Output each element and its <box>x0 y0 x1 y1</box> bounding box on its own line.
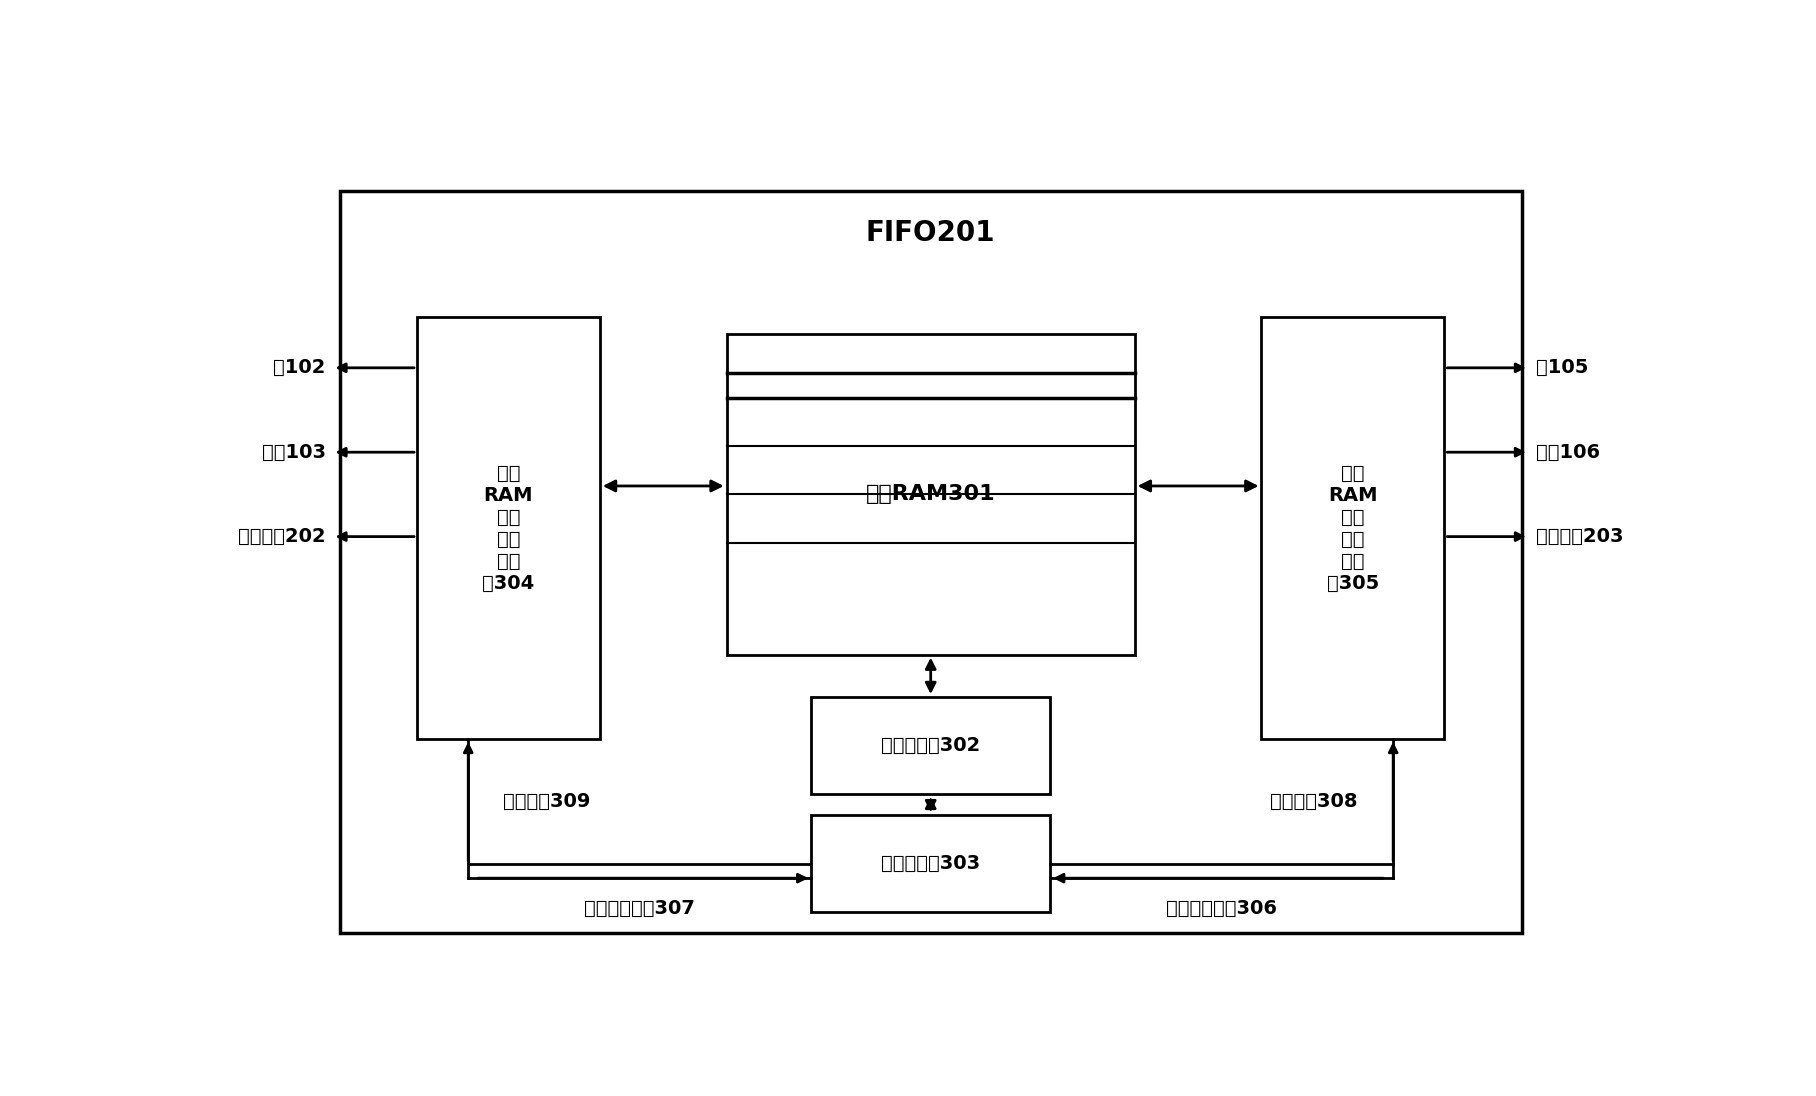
Bar <box>340 191 1522 934</box>
Text: 将满103: 将满103 <box>262 443 325 461</box>
Text: 比较器单元303: 比较器单元303 <box>881 854 981 874</box>
Bar <box>1262 317 1444 739</box>
Text: 预定义空数值306: 预定义空数值306 <box>1166 900 1277 918</box>
Bar <box>812 815 1050 912</box>
Text: 空105: 空105 <box>1536 358 1589 377</box>
Text: 预定义满数值307: 预定义满数值307 <box>585 900 696 918</box>
Text: 双口
RAM
读地
址控
制单
元305: 双口 RAM 读地 址控 制单 元305 <box>1327 464 1378 593</box>
Text: 预定义空203: 预定义空203 <box>1536 527 1624 546</box>
Text: 减法器单元302: 减法器单元302 <box>881 737 981 755</box>
Text: 返回结果308: 返回结果308 <box>1271 792 1358 811</box>
Text: 将空106: 将空106 <box>1536 443 1600 461</box>
Text: 双口RAM301: 双口RAM301 <box>866 484 995 504</box>
Text: 双口
RAM
写地
址控
制单
元304: 双口 RAM 写地 址控 制单 元304 <box>483 464 534 593</box>
Bar <box>726 334 1135 654</box>
Text: 返回结果309: 返回结果309 <box>503 792 590 811</box>
Text: 预定义满202: 预定义满202 <box>238 527 325 546</box>
Bar <box>418 317 599 739</box>
Text: FIFO201: FIFO201 <box>866 219 995 247</box>
Bar <box>812 697 1050 794</box>
Text: 满102: 满102 <box>272 358 325 377</box>
